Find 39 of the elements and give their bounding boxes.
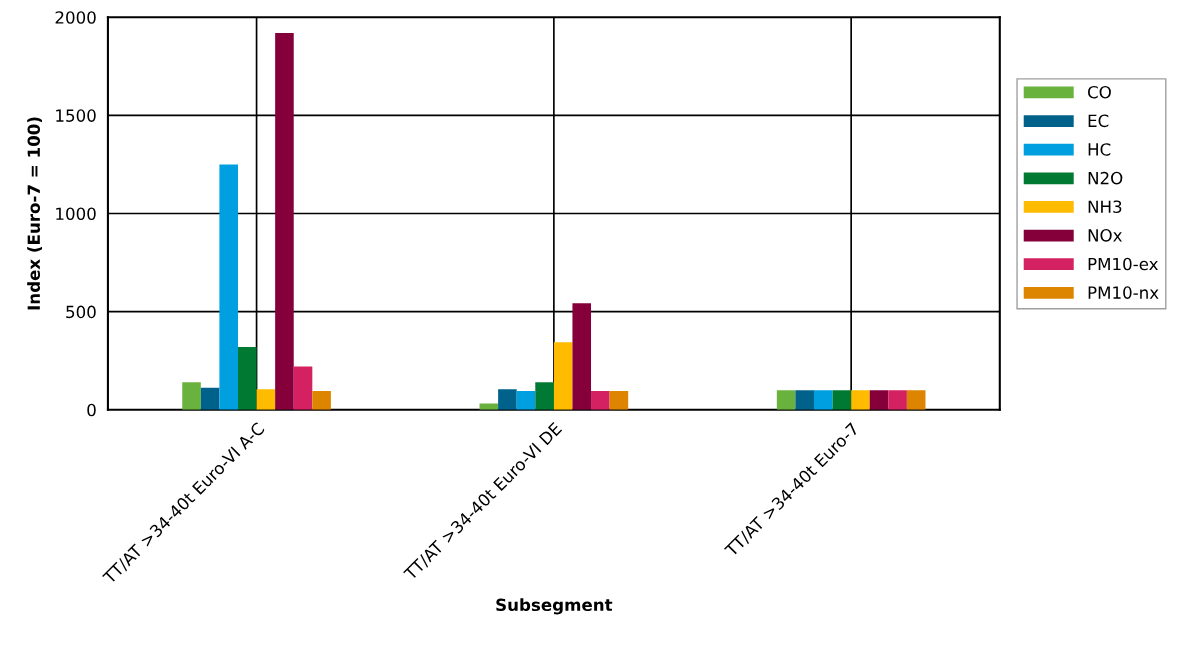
y-tick-label: 2000: [55, 11, 96, 24]
bar: [219, 164, 238, 410]
legend-label: PM10-nx: [1088, 286, 1159, 299]
bar: [888, 390, 907, 410]
y-tick-label: 1000: [56, 207, 96, 221]
x-axis-title: Subsegment: [496, 598, 613, 615]
bar: [795, 390, 814, 410]
bar: [591, 390, 610, 410]
bar: [776, 390, 796, 410]
bar: [851, 390, 870, 410]
bar: [182, 382, 201, 410]
bar: [200, 387, 220, 410]
bar: [572, 303, 592, 410]
bar: [813, 390, 833, 410]
legend-label: PM10-ex: [1088, 257, 1158, 271]
bar: [516, 390, 536, 410]
y-tick-label: 0: [87, 403, 96, 417]
bar: [553, 342, 573, 410]
legend-label: CO: [1087, 85, 1111, 99]
y-axis-title: Index (Euro-7 = 100): [27, 117, 43, 310]
legend-label: EC: [1088, 114, 1109, 128]
bar: [906, 390, 926, 410]
y-tick-label: 500: [66, 305, 96, 319]
bar: [832, 390, 852, 410]
legend-label: NH3: [1088, 200, 1122, 214]
y-tick-label: 1500: [56, 109, 96, 122]
bar: [498, 389, 517, 410]
bar: [275, 32, 294, 410]
bar: [479, 403, 499, 410]
bar: [256, 389, 276, 410]
bar: [609, 390, 629, 410]
legend-label: N2O: [1088, 171, 1123, 185]
legend-label: HC: [1088, 143, 1111, 156]
bar: [535, 382, 554, 410]
bar: [869, 390, 889, 410]
bar: [312, 390, 331, 410]
bar: [293, 366, 313, 410]
bar: [237, 346, 257, 410]
legend-label: NOx: [1088, 229, 1122, 242]
